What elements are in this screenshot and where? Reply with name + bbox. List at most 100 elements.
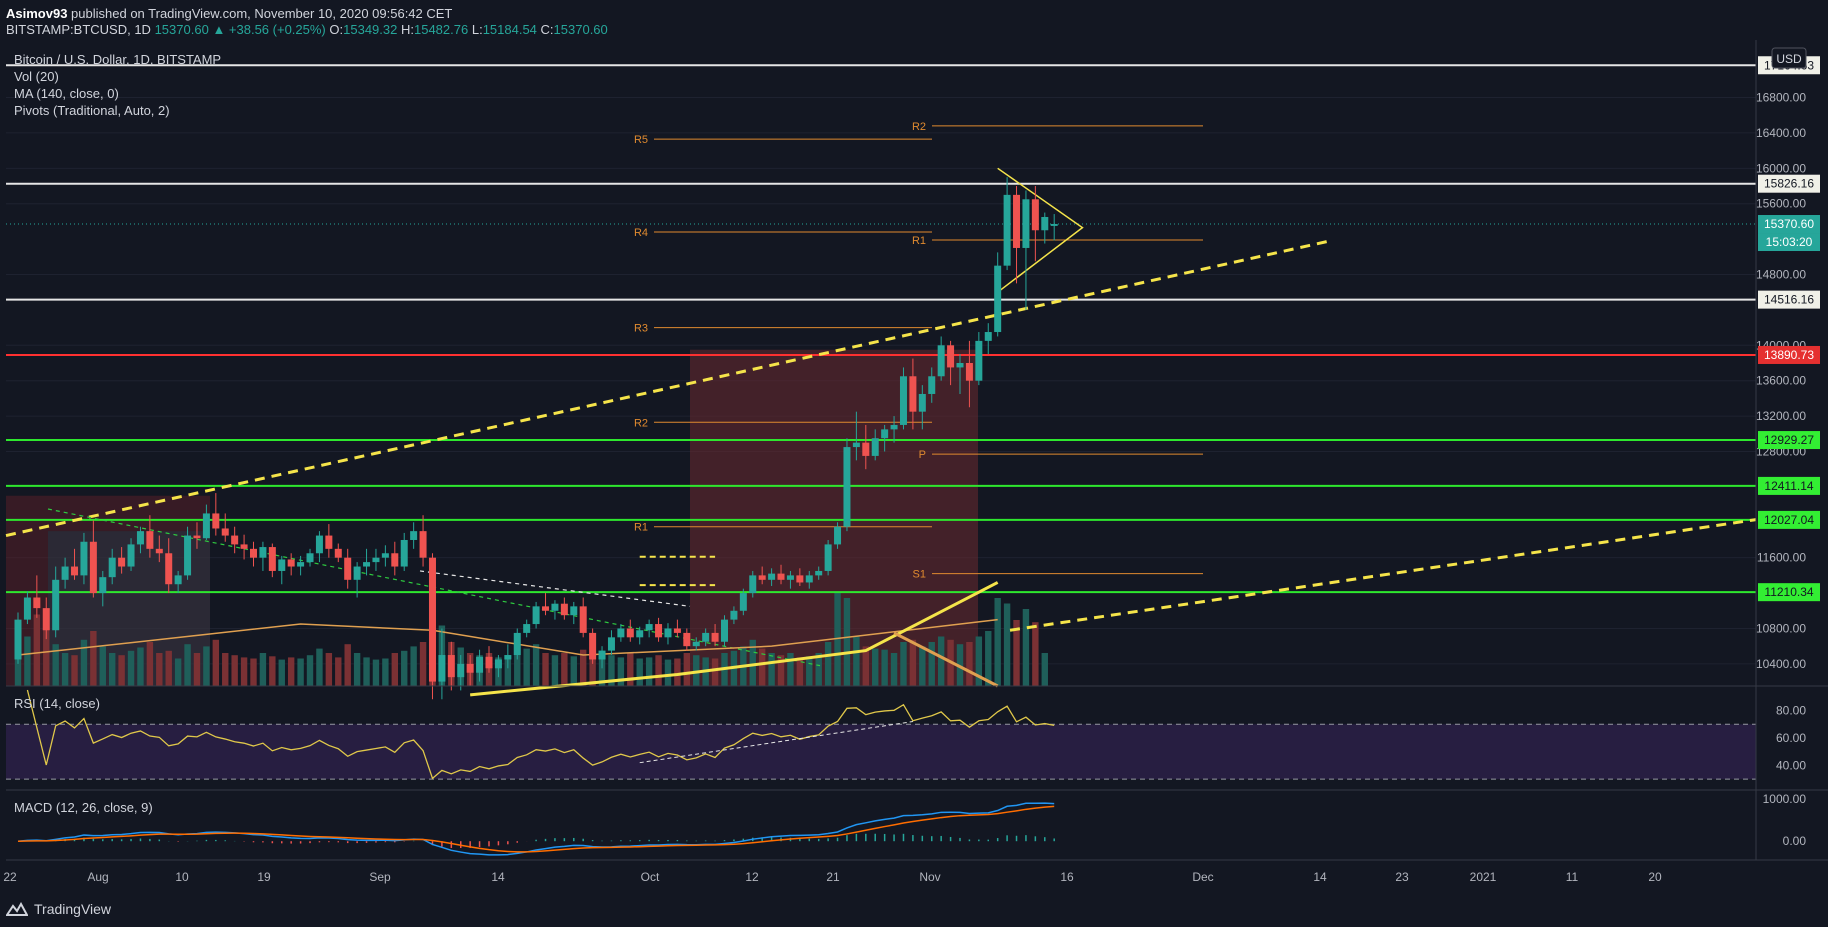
- candle-body: [589, 632, 597, 660]
- level-tag: [1758, 345, 1820, 364]
- volume-bar: [711, 658, 719, 686]
- volume-bar: [853, 636, 860, 686]
- candle-body: [890, 424, 898, 430]
- volume-bar: [551, 655, 559, 686]
- candle-body: [730, 610, 738, 620]
- candle-body: [975, 340, 983, 381]
- time-tick: Aug: [87, 870, 108, 884]
- volume-bar: [890, 653, 898, 686]
- volume-bar: [259, 653, 267, 686]
- volume-bar: [985, 631, 992, 686]
- price-tick: 16400.00: [1756, 126, 1806, 140]
- level-tag-label: 14516.16: [1764, 293, 1814, 307]
- candle-body: [259, 547, 267, 558]
- candle-body: [711, 632, 719, 642]
- legend-title[interactable]: Bitcoin / U.S. Dollar, 1D, BITSTAMP: [14, 52, 221, 67]
- candle-body: [824, 544, 832, 571]
- candle-body: [108, 557, 116, 578]
- volume-bar: [222, 653, 229, 686]
- volume-bar: [80, 639, 88, 686]
- volume-bar: [580, 649, 587, 686]
- candle-body: [240, 544, 248, 549]
- candle-body: [174, 575, 182, 585]
- volume-bar: [278, 659, 285, 686]
- currency-button[interactable]: USD: [1771, 47, 1807, 69]
- chart-canvas[interactable]: R5 R4 R3 R2 R1 R2 R1 P S1 80.00 60.00 40.00 1000.0…: [0, 0, 1828, 890]
- candle-body: [372, 557, 380, 563]
- candle-body: [551, 603, 559, 611]
- candle-body: [909, 376, 917, 412]
- volume-bar: [777, 655, 785, 686]
- volume-bar: [608, 655, 615, 686]
- price-axis[interactable]: 16800.00 16400.00 16000.00 15600.00 14800.00…: [1756, 56, 1820, 671]
- price-tick: 15600.00: [1756, 197, 1806, 211]
- legend-rsi[interactable]: RSI (14, close): [14, 696, 100, 711]
- volume-bar: [834, 592, 841, 686]
- legend-ma[interactable]: MA (140, close, 0): [14, 86, 119, 101]
- candle-body: [523, 624, 531, 633]
- candle-body: [607, 637, 615, 651]
- volume-bar: [335, 657, 342, 686]
- volume-bar: [353, 653, 361, 686]
- volume-bar: [146, 642, 154, 686]
- symbol-label[interactable]: BITSTAMP:BTCUSD, 1D: [6, 22, 151, 37]
- legend-vol[interactable]: Vol (20): [14, 69, 59, 84]
- volume-bar: [919, 646, 926, 686]
- price-tick: 10800.00: [1756, 621, 1806, 635]
- candle-body: [683, 632, 691, 647]
- time-tick: Dec: [1192, 870, 1213, 884]
- rsi-tick: 60.00: [1776, 731, 1806, 745]
- volume-bar: [768, 653, 775, 686]
- candle-body: [438, 655, 446, 682]
- candle-body: [363, 562, 371, 567]
- candle-body: [739, 593, 747, 611]
- candle-body: [881, 429, 889, 439]
- volume-bar: [382, 658, 389, 686]
- close-value: 15370.60: [553, 22, 608, 37]
- candle-body: [598, 650, 606, 660]
- publisher-name[interactable]: Asimov93: [6, 6, 68, 21]
- level-tag: [1758, 431, 1820, 450]
- candle-body: [391, 553, 399, 567]
- candle-body: [80, 541, 88, 576]
- legend-pivots[interactable]: Pivots (Traditional, Auto, 2): [14, 103, 170, 118]
- legend: Bitcoin / U.S. Dollar, 1D, BITSTAMP Vol …: [14, 52, 221, 815]
- candle-body: [14, 619, 22, 660]
- volume-bar: [824, 642, 832, 686]
- volume-bar: [627, 653, 634, 686]
- volume-bar: [523, 648, 530, 686]
- volume-bar: [203, 646, 210, 686]
- pivot-label: R4: [634, 227, 648, 239]
- volume-bar: [363, 657, 370, 686]
- candle-body: [344, 557, 352, 580]
- candle-body: [89, 541, 97, 594]
- range-box: [690, 349, 978, 686]
- tradingview-logo[interactable]: TradingView: [6, 901, 111, 917]
- level-tag: [1758, 290, 1820, 309]
- volume-bar: [1032, 622, 1039, 686]
- candle-body: [768, 573, 776, 580]
- candle-body: [155, 548, 163, 554]
- volume-bar: [966, 642, 973, 686]
- time-tick: 20: [1648, 870, 1662, 884]
- high-value: 15482.76: [413, 22, 469, 37]
- macd-pane[interactable]: [6, 790, 1756, 860]
- price-tick: 13200.00: [1756, 409, 1806, 423]
- volume-bar: [928, 642, 935, 686]
- candle-body: [504, 655, 512, 660]
- level-tag-label: 12027.04: [1764, 513, 1814, 527]
- time-axis[interactable]: 22 Aug 10 19 Sep 14 Oct 12 21 Nov 16 Dec 14 23 2021 11 2…: [3, 870, 1662, 884]
- rsi-line: [26, 689, 1055, 780]
- candle-body: [956, 363, 964, 368]
- volume-bar: [52, 644, 59, 686]
- legend-macd[interactable]: MACD (12, 26, close, 9): [14, 800, 153, 815]
- candle-body: [297, 562, 305, 567]
- level-tag-label: 12929.27: [1764, 433, 1814, 447]
- price-tick: 14800.00: [1756, 268, 1806, 282]
- pivot-label: R1: [912, 235, 926, 247]
- candle-body: [334, 548, 342, 558]
- low-label: L:: [471, 22, 483, 37]
- level-tag-label: 15826.16: [1764, 177, 1814, 191]
- time-tick: 11: [1566, 870, 1579, 884]
- time-tick: 2021: [1470, 870, 1497, 884]
